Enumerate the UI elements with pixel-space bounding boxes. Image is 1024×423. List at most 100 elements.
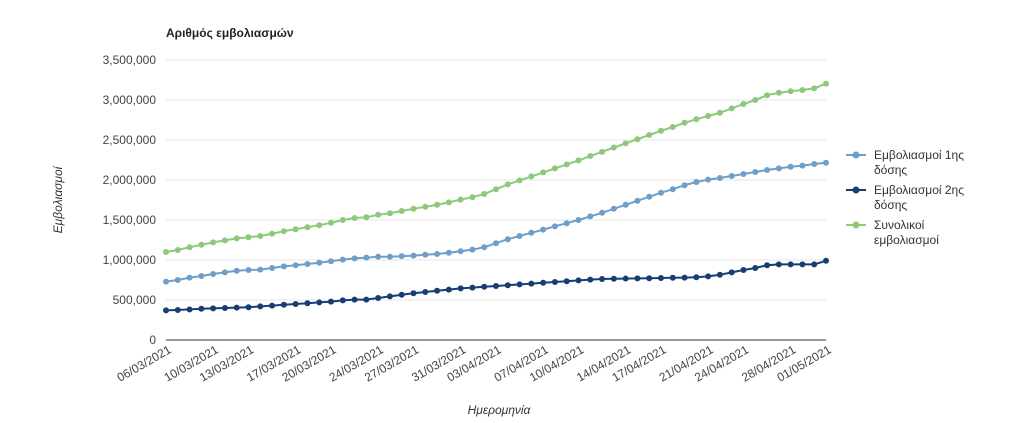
legend-marker bbox=[853, 187, 860, 194]
data-point bbox=[729, 269, 735, 275]
data-point bbox=[458, 197, 464, 203]
data-point bbox=[776, 261, 782, 267]
data-point bbox=[399, 253, 405, 259]
data-point bbox=[210, 239, 216, 245]
data-point bbox=[634, 275, 640, 281]
data-point bbox=[163, 279, 169, 285]
data-point bbox=[741, 267, 747, 273]
data-point bbox=[729, 105, 735, 111]
data-point bbox=[823, 258, 829, 264]
data-point bbox=[693, 179, 699, 185]
data-point bbox=[469, 285, 475, 291]
data-point bbox=[434, 251, 440, 257]
y-tick-label: 1,500,000 bbox=[103, 213, 157, 227]
data-point bbox=[611, 145, 617, 151]
data-point bbox=[257, 267, 263, 273]
data-point bbox=[281, 302, 287, 308]
data-point bbox=[634, 198, 640, 204]
data-point bbox=[281, 228, 287, 234]
x-axis-ticks: 06/03/202110/03/202113/03/202117/03/2021… bbox=[114, 342, 833, 384]
data-point bbox=[328, 258, 334, 264]
data-point bbox=[446, 250, 452, 256]
data-point bbox=[446, 199, 452, 205]
data-point bbox=[540, 280, 546, 286]
data-point bbox=[540, 169, 546, 175]
data-point bbox=[340, 297, 346, 303]
data-point bbox=[752, 265, 758, 271]
data-point bbox=[257, 303, 263, 309]
data-point bbox=[717, 272, 723, 278]
legend-label: Συνολικοί bbox=[874, 218, 925, 232]
data-point bbox=[823, 81, 829, 87]
y-tick-label: 0 bbox=[149, 333, 156, 347]
data-point bbox=[434, 288, 440, 294]
data-point bbox=[481, 284, 487, 290]
data-point bbox=[599, 149, 605, 155]
data-point bbox=[340, 257, 346, 263]
data-point bbox=[316, 299, 322, 305]
gridlines bbox=[166, 60, 826, 340]
data-point bbox=[458, 248, 464, 254]
data-point bbox=[458, 285, 464, 291]
data-point bbox=[304, 300, 310, 306]
data-point bbox=[187, 275, 193, 281]
data-point bbox=[764, 92, 770, 98]
data-point bbox=[564, 278, 570, 284]
data-point bbox=[576, 277, 582, 283]
data-point bbox=[293, 262, 299, 268]
legend-label: Εμβολιασμοί 2ης bbox=[874, 183, 964, 197]
data-point bbox=[552, 223, 558, 229]
data-point bbox=[363, 297, 369, 303]
data-point bbox=[705, 177, 711, 183]
data-point bbox=[493, 283, 499, 289]
series-2 bbox=[163, 258, 829, 314]
data-point bbox=[422, 252, 428, 258]
data-point bbox=[788, 261, 794, 267]
data-point bbox=[328, 220, 334, 226]
data-point bbox=[316, 222, 322, 228]
data-point bbox=[729, 173, 735, 179]
data-point bbox=[693, 116, 699, 122]
data-point bbox=[210, 271, 216, 277]
legend-marker bbox=[853, 152, 860, 159]
data-point bbox=[422, 289, 428, 295]
data-point bbox=[269, 231, 275, 237]
data-point bbox=[658, 190, 664, 196]
data-point bbox=[764, 167, 770, 173]
data-point bbox=[198, 273, 204, 279]
y-tick-label: 3,000,000 bbox=[103, 93, 157, 107]
data-point bbox=[717, 175, 723, 181]
data-point bbox=[670, 124, 676, 130]
data-point bbox=[493, 186, 499, 192]
legend-label: Εμβολιασμοί 1ης bbox=[874, 148, 964, 162]
data-point bbox=[564, 161, 570, 167]
legend-label: εμβολιασμοί bbox=[874, 233, 939, 247]
data-point bbox=[187, 306, 193, 312]
data-point bbox=[375, 212, 381, 218]
data-point bbox=[187, 244, 193, 250]
data-point bbox=[658, 128, 664, 134]
data-point bbox=[375, 295, 381, 301]
data-point bbox=[363, 214, 369, 220]
data-point bbox=[469, 247, 475, 253]
data-point bbox=[328, 299, 334, 305]
data-point bbox=[481, 244, 487, 250]
chart-title: Αριθμός εμβολιασμών bbox=[166, 26, 294, 40]
data-point bbox=[752, 169, 758, 175]
data-point bbox=[198, 306, 204, 312]
data-point bbox=[540, 227, 546, 233]
data-point bbox=[387, 210, 393, 216]
data-point bbox=[411, 206, 417, 212]
data-point bbox=[599, 276, 605, 282]
data-point bbox=[799, 163, 805, 169]
legend-label: δόσης bbox=[874, 163, 907, 177]
legend-marker bbox=[853, 222, 860, 229]
data-point bbox=[717, 110, 723, 116]
data-point bbox=[752, 97, 758, 103]
data-point bbox=[363, 255, 369, 261]
data-point bbox=[340, 217, 346, 223]
data-point bbox=[175, 307, 181, 313]
data-point bbox=[623, 276, 629, 282]
data-point bbox=[705, 113, 711, 119]
